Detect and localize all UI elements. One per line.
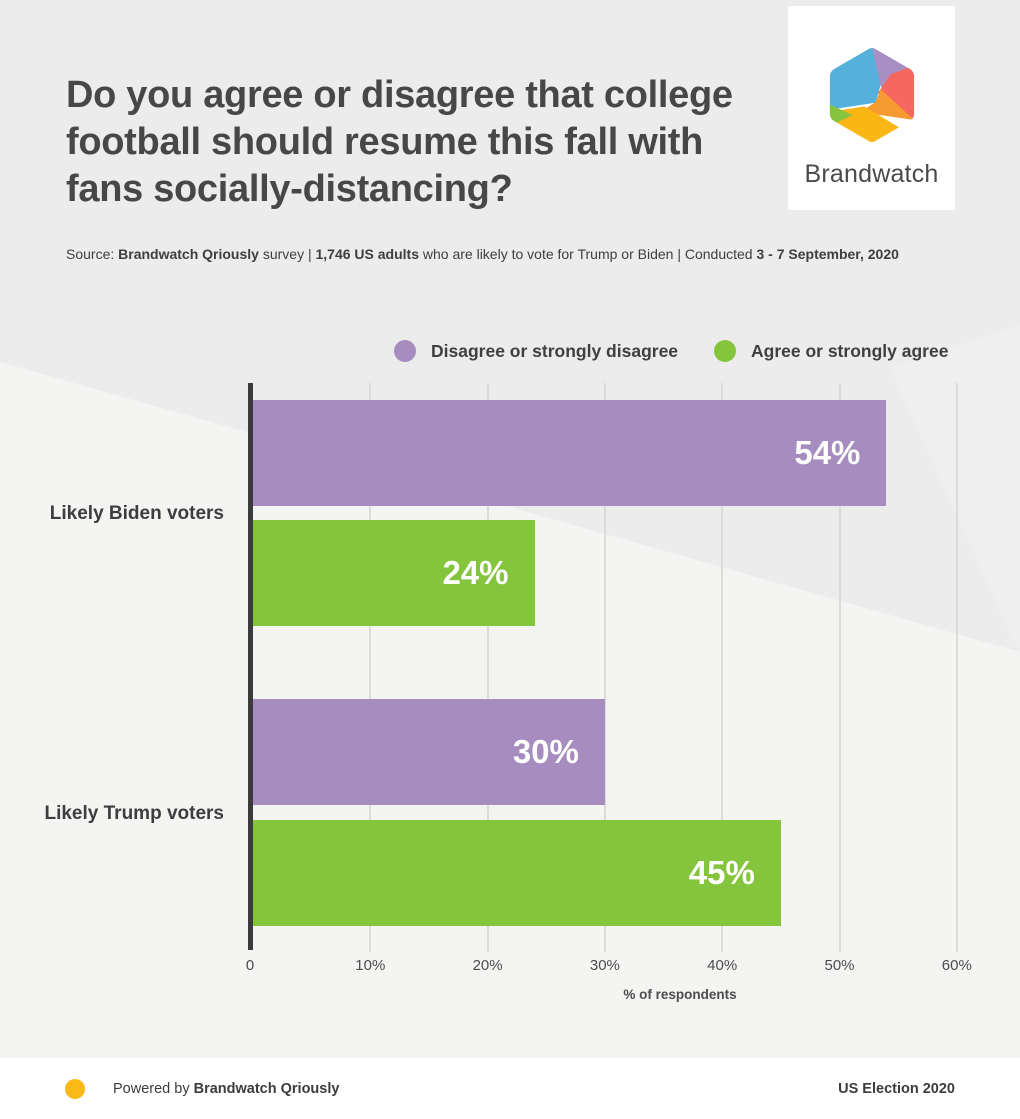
x-tick-30: 30% (589, 957, 620, 974)
source-segment: 3 - 7 September, 2020 (756, 246, 899, 262)
bar-likely-biden-voters-disagree: 54% (253, 400, 887, 506)
gridline-10 (369, 383, 372, 952)
x-tick-10: 10% (355, 957, 386, 974)
powered-by-prefix: Powered by (113, 1080, 194, 1097)
powered-by-brand: Brandwatch Qriously (193, 1080, 340, 1097)
source-segment: survey | (258, 246, 316, 262)
category-label-biden: Likely Biden voters (49, 503, 224, 524)
legend-item-disagree: Disagree or strongly disagree (394, 339, 678, 363)
footer-bar: Powered by Brandwatch Qriously US Electi… (0, 1058, 1020, 1119)
source-line: Source: Brandwatch Qriously survey | 1,7… (66, 246, 966, 262)
x-tick-60: 60% (941, 957, 972, 974)
gridline-50 (838, 383, 841, 952)
source-segment: Brandwatch Qriously (118, 246, 259, 262)
legend-label: Agree or strongly agree (751, 340, 949, 361)
gridline-40 (721, 383, 724, 952)
brandwatch-hexagon-icon (829, 48, 914, 142)
x-tick-50: 50% (824, 957, 855, 974)
gridline-30 (603, 383, 606, 952)
bar-likely-trump-voters-agree: 45% (253, 820, 781, 926)
x-axis-title: % of respondents (623, 987, 737, 1002)
x-tick-40: 40% (707, 957, 738, 974)
y-axis-line (248, 383, 253, 950)
x-tick-20: 20% (472, 957, 503, 974)
footer-campaign-label: US Election 2020 (838, 1080, 955, 1097)
bar-likely-biden-voters-agree: 24% (253, 520, 535, 626)
bar-value-label: 54% (794, 434, 861, 471)
bar-value-label: 45% (688, 854, 755, 891)
legend-dot-icon (714, 340, 736, 362)
qriously-dot-icon (65, 1078, 85, 1099)
gridline-60 (955, 383, 958, 952)
bar-likely-trump-voters-disagree: 30% (253, 699, 605, 805)
page-title: Do you agree or disagree that college fo… (66, 74, 733, 210)
source-segment: who are likely to vote for Trump or Bide… (419, 246, 757, 262)
legend-label: Disagree or strongly disagree (431, 340, 679, 361)
brandwatch-wordmark: Brandwatch (804, 160, 939, 188)
legend-item-agree: Agree or strongly agree (714, 339, 948, 363)
bar-value-label: 30% (512, 733, 579, 770)
source-segment: Source: (66, 246, 119, 262)
source-segment: 1,746 US adults (315, 246, 420, 262)
x-tick-0: 0 (245, 957, 255, 974)
category-label-trump: Likely Trump voters (44, 803, 224, 824)
legend-dot-icon (394, 340, 416, 362)
powered-by-text: Powered by Brandwatch Qriously (113, 1081, 339, 1097)
brandwatch-logo-card: Brandwatch (788, 6, 955, 210)
gridline-20 (486, 383, 489, 952)
bar-value-label: 24% (442, 554, 509, 591)
